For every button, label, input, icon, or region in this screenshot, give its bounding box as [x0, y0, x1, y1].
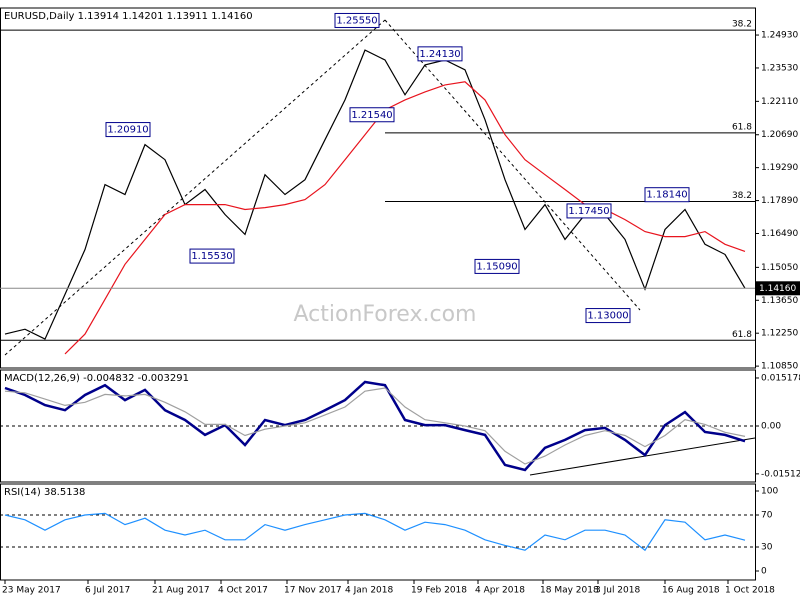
annotation-label: 1.24130: [419, 49, 460, 60]
y-tick-label: 1.12250: [761, 329, 798, 339]
y-tick-label: 1.22110: [761, 97, 798, 107]
annotation-box: [474, 258, 520, 274]
y-tick-label: 1.15050: [761, 263, 798, 273]
annotation-label: 1.21540: [351, 110, 392, 121]
annotation-box: [349, 107, 395, 123]
fib-label: 38.2: [732, 20, 752, 30]
panel-title: EURUSD,Daily 1.13914 1.14201 1.13911 1.1…: [4, 11, 253, 22]
x-tick-label: 4 Oct 2017: [218, 586, 268, 596]
annotation-label: 1.20910: [107, 125, 148, 136]
annotation-label: 1.18140: [646, 190, 687, 201]
panel-title: MACD(12,26,9) -0.004832 -0.003291: [4, 373, 189, 384]
y-tick-label: 1.23530: [761, 63, 798, 73]
y-tick-label: 100: [761, 487, 778, 497]
y-tick-label: 1.10850: [761, 362, 798, 372]
x-tick-label: 1 Oct 2018: [725, 586, 775, 596]
annotation-box: [189, 248, 235, 264]
x-tick-label: 21 Aug 2017: [152, 586, 210, 596]
annotation-label: 1.15530: [191, 251, 232, 262]
x-tick-label: 19 Feb 2018: [411, 586, 467, 596]
annotation-label: 1.25550: [336, 15, 377, 26]
x-tick-label: 18 May 2018: [540, 586, 599, 596]
y-tick-label: 1.13650: [761, 296, 798, 306]
panel-frame: [0, 483, 756, 581]
panel-title: RSI(14) 38.5138: [4, 487, 85, 498]
x-tick-label: 6 Jul 2017: [85, 586, 130, 596]
annotation-label: 1.15090: [476, 261, 517, 272]
series-line: [4, 49, 746, 340]
fib-label: 61.8: [732, 122, 752, 132]
annotation-label: 1.17450: [568, 206, 609, 217]
price-label: 1.14160: [759, 284, 796, 294]
price-box: [756, 281, 800, 296]
fib-label: 61.8: [732, 330, 752, 340]
y-tick-label: 0.015178: [761, 373, 800, 383]
x-tick-label: 4 Apr 2018: [475, 586, 525, 596]
y-tick-label: 1.24930: [761, 31, 798, 41]
x-tick-label: 16 Aug 2018: [662, 586, 720, 596]
y-tick-label: 1.20690: [761, 130, 798, 140]
trend-line: [4, 19, 386, 356]
series-line: [4, 387, 746, 465]
fib-label: 38.2: [732, 191, 752, 201]
x-tick-label: 3 Jul 2018: [595, 586, 640, 596]
macd-trend-line: [529, 437, 756, 476]
series-line: [64, 81, 746, 355]
y-tick-label: -0.015128: [761, 469, 800, 479]
y-tick-label: 1.19290: [761, 163, 798, 173]
annotation-box: [105, 122, 151, 138]
x-tick-label: 23 May 2017: [2, 586, 61, 596]
y-tick-label: 30: [761, 543, 773, 553]
y-tick-label: 1.16490: [761, 229, 798, 239]
watermark: ActionForex.com: [294, 302, 477, 327]
annotation-box: [334, 12, 380, 28]
series-line: [4, 380, 746, 472]
panel-frame: [0, 7, 756, 369]
y-tick-label: 1.17890: [761, 196, 798, 206]
trend-line: [384, 19, 641, 311]
x-tick-label: 4 Jan 2018: [345, 586, 393, 596]
y-tick-label: 0.00: [761, 422, 781, 432]
annotation-box: [417, 46, 463, 62]
y-tick-label: 0: [761, 567, 767, 577]
annotation-box: [566, 203, 612, 219]
annotation-box: [585, 308, 631, 324]
y-tick-label: 70: [761, 511, 773, 521]
x-tick-label: 17 Nov 2017: [284, 586, 342, 596]
series-line: [4, 512, 746, 552]
annotation-box: [644, 187, 690, 203]
annotation-label: 1.13000: [587, 311, 628, 322]
